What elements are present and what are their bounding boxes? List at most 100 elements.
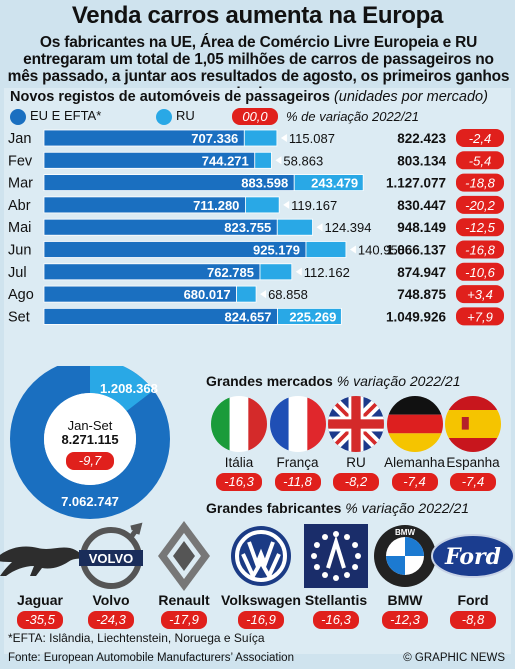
pct-badge (456, 307, 504, 326)
pct-label: +3,4 (467, 287, 493, 302)
pct-badge (456, 195, 504, 214)
bar-uk (245, 196, 280, 214)
month-label: Abr (8, 198, 31, 214)
month-total: 748.875 (397, 287, 446, 302)
bar-uk-pointer (316, 223, 323, 232)
bar-uk-pointer (295, 267, 302, 276)
spain-flag (445, 396, 501, 452)
pct-label: -5,4 (469, 153, 491, 168)
donut-period: Jan-Set (67, 418, 113, 433)
uk-flag (328, 396, 384, 452)
bar-uk-label: 225.269 (289, 309, 336, 324)
legend-eu-swatch (10, 108, 26, 125)
bmw-logo: BMW (357, 518, 453, 594)
market-name: Espanha (446, 455, 500, 470)
month-total: 803.134 (397, 153, 446, 168)
pct-badge (456, 129, 504, 147)
markets-title: Grandes mercados % variação 2022/21 (206, 373, 461, 389)
makers-title: Grandes fabricantes % variação 2022/21 (206, 500, 470, 516)
pct-badge (456, 285, 504, 304)
bar-eu-label: 925.179 (253, 243, 300, 258)
donut-uk-slice (89, 366, 154, 412)
market-name: Alemanha (384, 455, 445, 470)
pct-badge (456, 218, 504, 237)
bar-eu-label: 680.017 (184, 287, 231, 302)
subtitle: Os fabricantes na UE, Área de Comércio L… (7, 34, 510, 102)
month-label: Jun (8, 243, 31, 259)
legend-uk: RU (156, 108, 195, 125)
donut-pct: -9,7 (66, 452, 114, 470)
market-pct: -7,4 (450, 473, 496, 491)
volvo-logo: VOLVO (63, 518, 159, 594)
bar-uk-label: 140.958 (358, 243, 405, 258)
bar-uk (276, 218, 313, 236)
pct-label: -20,2 (465, 198, 495, 213)
bar-uk (277, 307, 342, 325)
stellantis-logo (288, 518, 384, 594)
pct-badge (456, 240, 504, 259)
bar-uk-label: 124.394 (325, 220, 372, 235)
market-pct: -11,8 (274, 473, 321, 491)
month-label: Mar (8, 176, 33, 192)
bar-uk-label: 243.479 (311, 176, 358, 191)
market-pct: -16,3 (216, 473, 262, 491)
market-name: França (276, 455, 319, 470)
month-total: 830.447 (397, 198, 446, 213)
bar-eu-label: 824.657 (225, 309, 272, 324)
bar-eu-label: 707.336 (191, 131, 238, 146)
maker-name: Volvo (92, 592, 130, 608)
maker-name: Jaguar (17, 592, 63, 608)
month-label: Jan (8, 131, 31, 147)
bar-uk-label: 119.167 (291, 198, 337, 213)
svg-text:BMW: BMW (395, 528, 415, 537)
maker-pct: -16,9 (238, 611, 284, 629)
maker-pct: -35,5 (17, 611, 63, 629)
maker-name: Stellantis (304, 592, 368, 608)
bar-uk (259, 263, 293, 281)
donut-uk-label: 1.208.368 (100, 381, 158, 396)
market-name: Itália (224, 455, 254, 470)
month-total: 874.947 (397, 265, 446, 280)
maker-name: BMW (387, 592, 423, 608)
month-total: 1.066.137 (386, 243, 446, 258)
month-label: Set (8, 309, 30, 325)
france-flag (269, 396, 326, 452)
bar-eu-label: 823.755 (224, 220, 271, 235)
month-label: Ago (8, 287, 34, 303)
bar-uk (254, 151, 272, 169)
bar-uk-pointer (280, 134, 287, 142)
svg-text:Ford: Ford (444, 544, 501, 570)
bar-uk-pointer (275, 156, 282, 165)
market-pct: -8,2 (333, 473, 379, 491)
legend-eu-label: EU E EFTA* (30, 108, 102, 123)
jaguar-logo (0, 518, 88, 594)
market-pct: -7,4 (391, 473, 438, 491)
pct-label: -12,5 (465, 220, 495, 235)
bar-uk-pointer (260, 290, 267, 299)
bar-eu-label: 762.785 (207, 265, 254, 280)
pct-label: -18,8 (465, 176, 495, 191)
bar-uk-label: 115.087 (289, 131, 335, 146)
month-total: 948.149 (397, 220, 446, 235)
pct-label: -10,6 (465, 265, 495, 280)
bar-eu-label: 711.280 (193, 198, 239, 213)
month-label: Fev (8, 153, 33, 169)
bar-uk-pointer (283, 200, 290, 209)
bar-uk (305, 241, 347, 258)
legend-pct-sample: 00,0 (232, 108, 278, 125)
pct-label: +7,9 (467, 309, 493, 324)
pct-badge (456, 151, 504, 170)
bar-eu-label: 883.598 (241, 176, 288, 191)
bar-uk (243, 129, 278, 147)
month-total: 1.049.926 (386, 309, 447, 324)
maker-name: Ford (457, 592, 489, 608)
month-label: Jul (8, 265, 27, 281)
month-total: 1.127.077 (386, 176, 446, 191)
maker-pct: -24,3 (88, 611, 134, 629)
bar-uk (293, 174, 364, 192)
maker-pct: -12,3 (382, 611, 428, 629)
pct-badge (456, 173, 504, 192)
volkswagen-logo (213, 518, 309, 594)
